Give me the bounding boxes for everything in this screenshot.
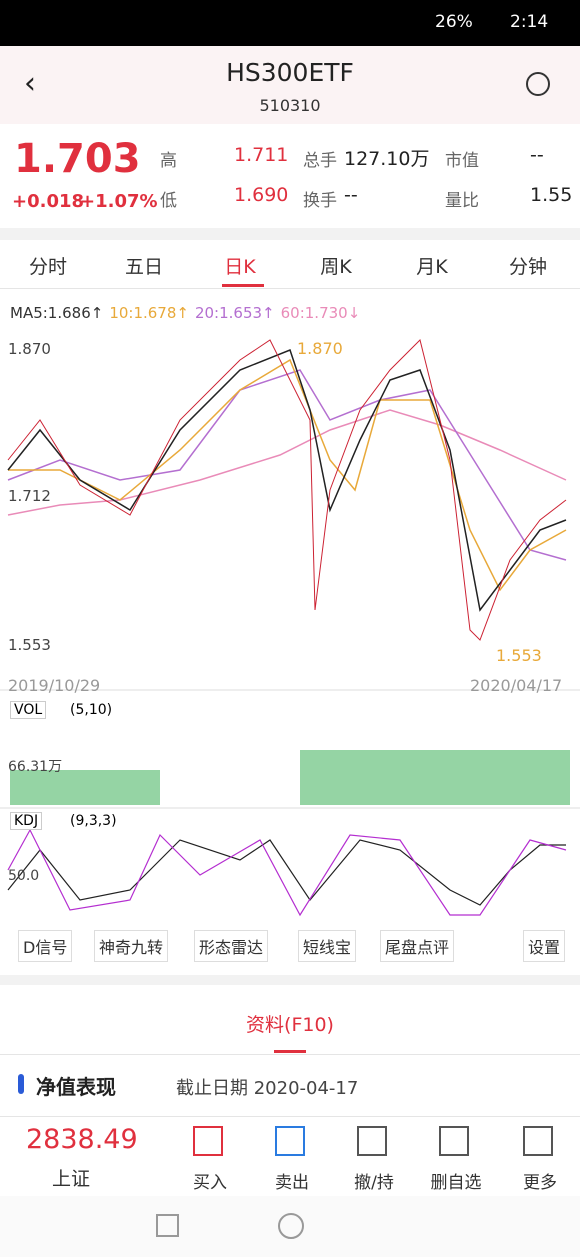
divider <box>0 975 580 985</box>
tool-button[interactable]: 短线宝 <box>298 930 357 962</box>
ma5-line <box>7 349 567 612</box>
tool-button[interactable]: D信号 <box>18 930 73 962</box>
field-value: 1.711 <box>234 144 289 166</box>
ma-entry: 60:1.730↓ <box>280 304 361 322</box>
vol-params: (5,10) <box>70 702 113 718</box>
action-label[interactable]: 删自选 <box>430 1173 482 1193</box>
action-label[interactable]: 买入 <box>193 1173 227 1193</box>
vol-label: VOL <box>10 701 47 719</box>
axis-top: 1.870 <box>8 340 51 358</box>
code: 510310 <box>259 96 321 115</box>
action-icon[interactable] <box>523 1126 553 1156</box>
ma20-line <box>7 369 567 561</box>
start-date: 2019/10/29 <box>8 676 101 695</box>
chart-area <box>0 339 580 917</box>
axis-bottom: 1.553 <box>8 636 51 654</box>
nav-date: 截止日期 2020-04-17 <box>176 1078 359 1099</box>
axis-mid: 1.712 <box>8 487 51 505</box>
field-value: -- <box>344 184 358 206</box>
ma-entry: 10:1.678↑ <box>109 304 189 322</box>
ma-legend: MA5:1.686↑ 10:1.678↑ 20:1.653↑ 60:1.730↓ <box>10 304 366 322</box>
nav-title: 净值表现 <box>36 1075 116 1099</box>
kdj-k <box>7 839 566 906</box>
field-value: -- <box>530 144 544 166</box>
clock: 2:14 <box>510 12 549 32</box>
action-label[interactable]: 撤/持 <box>354 1173 394 1193</box>
back-button[interactable]: ‹ <box>24 66 36 101</box>
ma-entry: MA5:1.686↑ <box>10 304 104 322</box>
field-value: 1.55 <box>530 184 573 206</box>
tool-button[interactable]: 设置 <box>523 930 566 962</box>
tool-button[interactable]: 尾盘点评 <box>380 930 455 962</box>
tab-underline <box>222 284 264 287</box>
ma60-line <box>7 409 567 516</box>
low-mark: 1.553 <box>496 646 542 665</box>
nav-marker <box>18 1074 24 1094</box>
tool-button[interactable]: 形态雷达 <box>194 930 269 962</box>
action-icon[interactable] <box>439 1126 469 1156</box>
field-label: 低 <box>160 191 177 211</box>
field-label: 换手 <box>303 191 337 211</box>
header <box>0 46 580 124</box>
action-icon[interactable] <box>357 1126 387 1156</box>
field-label: 总手 <box>303 151 337 171</box>
kdj-label: KDJ <box>10 812 43 830</box>
kdj-params: (9,3,3) <box>70 813 117 829</box>
index-name: 上证 <box>52 1168 91 1190</box>
kdj-j <box>7 828 567 917</box>
high-mark: 1.870 <box>297 339 343 358</box>
field-label: 量比 <box>445 191 479 211</box>
section-underline <box>274 1050 306 1053</box>
tab[interactable]: 分钟 <box>508 256 547 278</box>
tab[interactable]: 周K <box>320 256 352 278</box>
ma-entry: 20:1.653↑ <box>194 304 275 322</box>
ma10-line <box>8 358 567 592</box>
tab[interactable]: 分时 <box>28 256 67 278</box>
tab[interactable]: 月K <box>416 256 448 278</box>
section-tab[interactable]: 资料(F10) <box>246 1014 334 1036</box>
price-path <box>7 339 567 641</box>
search-button[interactable] <box>526 72 550 96</box>
field-label: 高 <box>160 151 177 171</box>
battery: 26% <box>435 12 473 32</box>
change: +0.018 <box>12 191 85 212</box>
field-value: 127.10万 <box>344 148 430 170</box>
divider <box>0 228 580 240</box>
bottom-bar <box>0 1116 580 1197</box>
tab[interactable]: 五日 <box>124 256 163 278</box>
title: HS300ETF <box>226 58 354 87</box>
status-bar <box>0 0 580 46</box>
divider <box>0 1054 580 1055</box>
divider <box>0 288 580 289</box>
field-label: 市值 <box>445 151 479 171</box>
kdj-axis: 50.0 <box>8 868 40 884</box>
action-label[interactable]: 卖出 <box>275 1173 309 1193</box>
change-pct: +1.07% <box>80 191 158 212</box>
end-date: 2020/04/17 <box>470 676 563 695</box>
vol-axis: 66.31万 <box>8 759 63 775</box>
volume-bars <box>10 750 570 805</box>
tab[interactable]: 日K <box>224 256 256 278</box>
action-icon[interactable] <box>275 1126 305 1156</box>
nav-recent[interactable] <box>156 1214 179 1237</box>
price: 1.703 <box>14 136 141 182</box>
action-label[interactable]: 更多 <box>523 1173 557 1193</box>
action-icon[interactable] <box>193 1126 223 1156</box>
field-value: 1.690 <box>234 184 289 206</box>
tool-button[interactable]: 神奇九转 <box>94 930 169 962</box>
index-value: 2838.49 <box>26 1124 138 1155</box>
nav-home[interactable] <box>278 1213 304 1239</box>
